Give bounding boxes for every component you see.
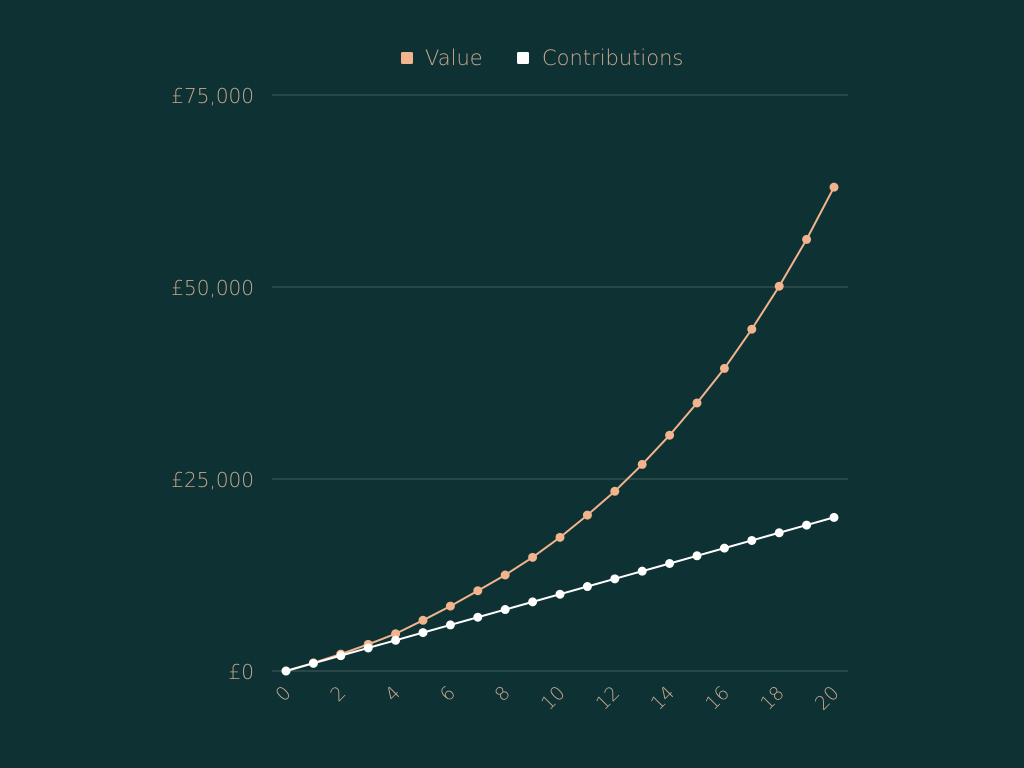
series-group	[281, 182, 839, 676]
data-point[interactable]	[747, 324, 757, 334]
x-tick-label: 14	[646, 682, 679, 715]
data-point[interactable]	[665, 430, 675, 440]
x-axis-ticks: 0 2 4 6 8 10 12 14 16 18 20	[271, 682, 843, 715]
legend-label: Contributions	[542, 46, 683, 70]
data-point[interactable]	[418, 615, 428, 625]
x-tick-label: 20	[811, 682, 844, 715]
data-point[interactable]	[665, 558, 675, 568]
legend-swatch	[517, 52, 529, 64]
legend-label: Value	[425, 46, 483, 70]
data-point[interactable]	[308, 658, 318, 668]
data-point[interactable]	[445, 620, 455, 630]
data-point[interactable]	[747, 535, 757, 545]
x-tick-label: 6	[436, 682, 460, 706]
series-value	[281, 182, 839, 676]
legend[interactable]: Value Contributions	[401, 46, 683, 70]
data-point[interactable]	[336, 651, 346, 661]
data-point[interactable]	[391, 629, 401, 639]
y-tick-label: £75,000	[171, 84, 254, 108]
x-tick-label: 8	[491, 682, 515, 706]
data-point[interactable]	[473, 612, 483, 622]
data-point[interactable]	[719, 543, 729, 553]
x-tick-label: 10	[537, 682, 570, 715]
y-tick-label: £25,000	[171, 468, 254, 492]
grid-lines	[272, 94, 848, 672]
data-point[interactable]	[500, 605, 510, 615]
data-point[interactable]	[610, 574, 620, 584]
data-point[interactable]	[582, 510, 592, 520]
data-point[interactable]	[363, 643, 373, 653]
legend-item-contributions[interactable]: Contributions	[517, 46, 683, 70]
series-contributions	[281, 512, 839, 676]
y-tick-label: £0	[229, 660, 254, 684]
x-tick-label: 4	[381, 682, 405, 706]
data-point[interactable]	[692, 398, 702, 408]
data-point[interactable]	[637, 459, 647, 469]
y-axis-ticks: £0 £25,000 £50,000 £75,000	[171, 84, 254, 684]
legend-item-value[interactable]: Value	[401, 46, 483, 70]
data-point[interactable]	[637, 566, 647, 576]
data-point[interactable]	[802, 520, 812, 530]
x-tick-label: 0	[271, 682, 295, 706]
data-point[interactable]	[528, 597, 538, 607]
data-point[interactable]	[829, 512, 839, 522]
data-point[interactable]	[528, 552, 538, 562]
data-point[interactable]	[610, 486, 620, 496]
data-point[interactable]	[802, 234, 812, 244]
legend-swatch	[401, 52, 413, 64]
x-tick-label: 12	[592, 682, 625, 715]
data-point[interactable]	[774, 528, 784, 538]
data-point[interactable]	[473, 586, 483, 596]
data-point[interactable]	[829, 182, 839, 192]
data-point[interactable]	[500, 570, 510, 580]
x-tick-label: 2	[326, 682, 350, 706]
data-point[interactable]	[418, 628, 428, 638]
data-point[interactable]	[774, 281, 784, 291]
x-tick-label: 18	[756, 682, 789, 715]
x-tick-label: 16	[701, 682, 734, 715]
data-point[interactable]	[719, 363, 729, 373]
data-point[interactable]	[582, 582, 592, 592]
y-tick-label: £50,000	[171, 276, 254, 300]
data-point[interactable]	[281, 666, 291, 676]
data-point[interactable]	[555, 532, 565, 542]
data-point[interactable]	[445, 601, 455, 611]
data-point[interactable]	[692, 551, 702, 561]
data-point[interactable]	[555, 589, 565, 599]
data-point[interactable]	[391, 635, 401, 645]
